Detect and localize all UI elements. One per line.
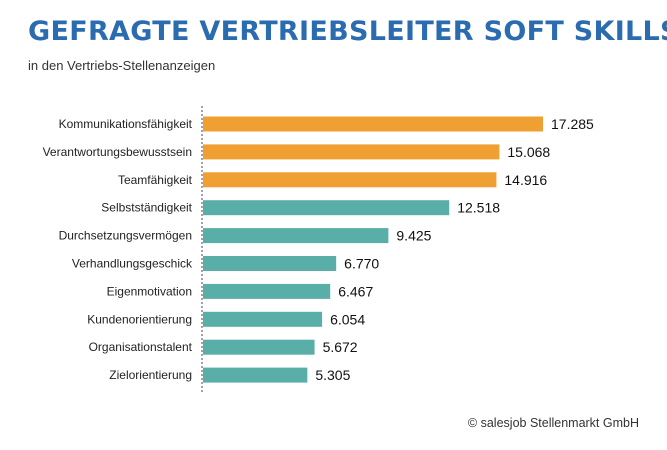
- bar: [203, 144, 500, 160]
- value-label: 6.770: [344, 256, 379, 272]
- value-label: 12.518: [457, 200, 500, 216]
- value-label: 9.425: [396, 228, 431, 244]
- value-label: 17.285: [551, 116, 594, 132]
- category-label: Zielorientierung: [109, 368, 192, 382]
- category-label: Eigenmotivation: [107, 284, 192, 298]
- bar: [203, 172, 497, 188]
- bar: [203, 283, 331, 299]
- category-label: Kommunikationsfähigkeit: [59, 117, 193, 131]
- value-label: 5.305: [315, 367, 350, 383]
- bar: [203, 339, 315, 355]
- copyright-credit: © salesjob Stellenmarkt GmbH: [467, 416, 639, 430]
- bar: [203, 228, 389, 244]
- value-label: 6.467: [338, 283, 373, 299]
- bar: [203, 116, 543, 132]
- bar: [203, 311, 323, 327]
- value-label: 6.054: [330, 311, 365, 327]
- bars-layer: Kommunikationsfähigkeit 17.285 Verantwortu…: [43, 116, 594, 383]
- chart-subtitle: in den Vertriebs-Stellenanzeigen: [28, 58, 216, 73]
- chart-title: GEFRAGTE VERTRIEBSLEITER SOFT SKILLS: [28, 16, 667, 47]
- category-label: Selbstständigkeit: [101, 201, 192, 215]
- bar: [203, 200, 450, 216]
- category-label: Organisationstalent: [89, 340, 193, 354]
- category-label: Verantwortungsbewusstsein: [43, 145, 192, 159]
- category-label: Durchsetzungsvermögen: [59, 229, 192, 243]
- value-label: 15.068: [507, 144, 550, 160]
- category-label: Verhandlungsgeschick: [72, 257, 193, 271]
- bar: [203, 367, 308, 383]
- value-label: 14.916: [504, 172, 547, 188]
- bar: [203, 256, 337, 271]
- value-label: 5.672: [323, 339, 358, 355]
- category-label: Teamfähigkeit: [118, 173, 193, 187]
- category-label: Kundenorientierung: [87, 312, 192, 326]
